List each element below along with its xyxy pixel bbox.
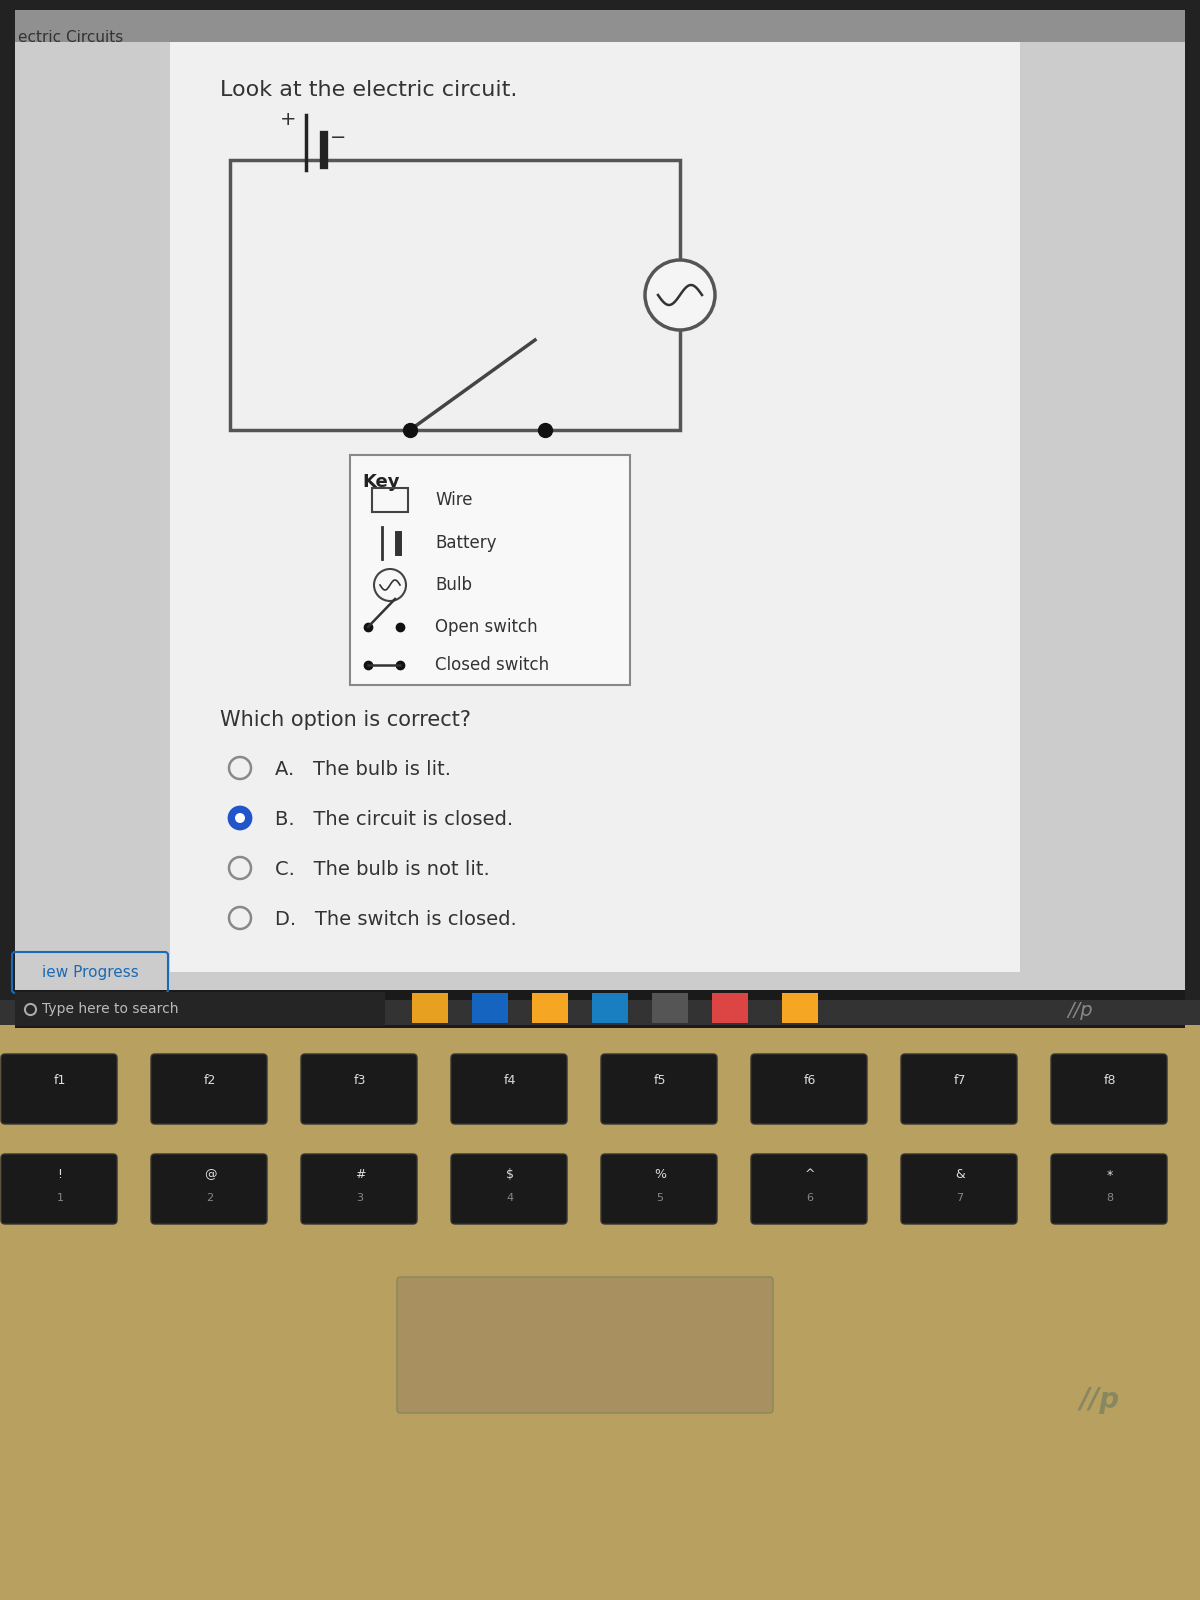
Bar xyxy=(350,454,630,685)
FancyBboxPatch shape xyxy=(451,1154,568,1224)
FancyBboxPatch shape xyxy=(751,1154,866,1224)
Text: 7: 7 xyxy=(956,1194,964,1203)
FancyBboxPatch shape xyxy=(397,1277,773,1413)
Text: &: & xyxy=(955,1168,965,1181)
Bar xyxy=(592,994,628,1022)
Text: *: * xyxy=(1106,1168,1114,1181)
Text: 6: 6 xyxy=(806,1194,814,1203)
Text: Bulb: Bulb xyxy=(436,576,472,594)
FancyBboxPatch shape xyxy=(151,1054,266,1123)
Text: +: + xyxy=(280,110,296,130)
Bar xyxy=(782,994,818,1022)
Text: A.   The bulb is lit.: A. The bulb is lit. xyxy=(275,760,451,779)
Bar xyxy=(712,994,748,1022)
Bar xyxy=(532,994,568,1022)
Bar xyxy=(14,10,1186,42)
Bar xyxy=(230,160,680,430)
Text: //p: //p xyxy=(1080,1386,1120,1414)
Text: ectric Circuits: ectric Circuits xyxy=(18,30,124,45)
Text: 1: 1 xyxy=(56,1194,64,1203)
Text: Key: Key xyxy=(362,474,400,491)
Text: f6: f6 xyxy=(804,1074,816,1086)
Bar xyxy=(652,994,688,1022)
Bar xyxy=(0,1000,1200,1600)
Bar xyxy=(412,994,448,1022)
Text: !: ! xyxy=(58,1168,62,1181)
Text: f2: f2 xyxy=(204,1074,216,1086)
FancyBboxPatch shape xyxy=(301,1154,418,1224)
Text: 4: 4 xyxy=(506,1194,514,1203)
Text: f7: f7 xyxy=(954,1074,966,1086)
FancyBboxPatch shape xyxy=(1,1054,118,1123)
Text: Which option is correct?: Which option is correct? xyxy=(220,710,470,730)
FancyBboxPatch shape xyxy=(1051,1154,1166,1224)
Text: 5: 5 xyxy=(656,1194,664,1203)
Text: Type here to search: Type here to search xyxy=(42,1002,179,1016)
Text: D.   The switch is closed.: D. The switch is closed. xyxy=(275,910,517,930)
FancyBboxPatch shape xyxy=(601,1054,718,1123)
FancyBboxPatch shape xyxy=(151,1154,266,1224)
Circle shape xyxy=(235,813,245,822)
Text: iew Progress: iew Progress xyxy=(42,965,138,979)
Text: B.   The circuit is closed.: B. The circuit is closed. xyxy=(275,810,514,829)
FancyBboxPatch shape xyxy=(1051,1054,1166,1123)
Text: Closed switch: Closed switch xyxy=(436,656,550,674)
Bar xyxy=(170,42,1020,971)
FancyBboxPatch shape xyxy=(301,1054,418,1123)
Text: f5: f5 xyxy=(654,1074,666,1086)
Text: $: $ xyxy=(506,1168,514,1181)
Text: f3: f3 xyxy=(354,1074,366,1086)
FancyBboxPatch shape xyxy=(451,1054,568,1123)
Circle shape xyxy=(229,806,251,829)
Text: −: − xyxy=(330,128,347,147)
Text: Open switch: Open switch xyxy=(436,618,538,635)
Text: Look at the electric circuit.: Look at the electric circuit. xyxy=(220,80,517,99)
Text: #: # xyxy=(355,1168,365,1181)
Bar xyxy=(14,10,1186,1000)
Bar xyxy=(0,1000,1200,1026)
Bar xyxy=(472,994,508,1022)
FancyBboxPatch shape xyxy=(901,1054,1018,1123)
Text: %: % xyxy=(654,1168,666,1181)
Bar xyxy=(372,488,408,512)
Text: ^: ^ xyxy=(805,1168,815,1181)
Text: f4: f4 xyxy=(504,1074,516,1086)
Text: @: @ xyxy=(204,1168,216,1181)
FancyBboxPatch shape xyxy=(1,1154,118,1224)
Circle shape xyxy=(646,259,715,330)
Text: f8: f8 xyxy=(1104,1074,1116,1086)
Bar xyxy=(14,990,1186,1029)
FancyBboxPatch shape xyxy=(601,1154,718,1224)
Text: 3: 3 xyxy=(356,1194,364,1203)
Text: Battery: Battery xyxy=(436,534,497,552)
Text: f1: f1 xyxy=(54,1074,66,1086)
Text: C.   The bulb is not lit.: C. The bulb is not lit. xyxy=(275,861,490,878)
Bar xyxy=(0,0,1200,1021)
FancyBboxPatch shape xyxy=(751,1054,866,1123)
FancyBboxPatch shape xyxy=(901,1154,1018,1224)
Bar xyxy=(14,992,385,1026)
Text: //p: //p xyxy=(1067,1000,1093,1019)
Text: Wire: Wire xyxy=(436,491,473,509)
Text: 8: 8 xyxy=(1106,1194,1114,1203)
Text: 2: 2 xyxy=(206,1194,214,1203)
